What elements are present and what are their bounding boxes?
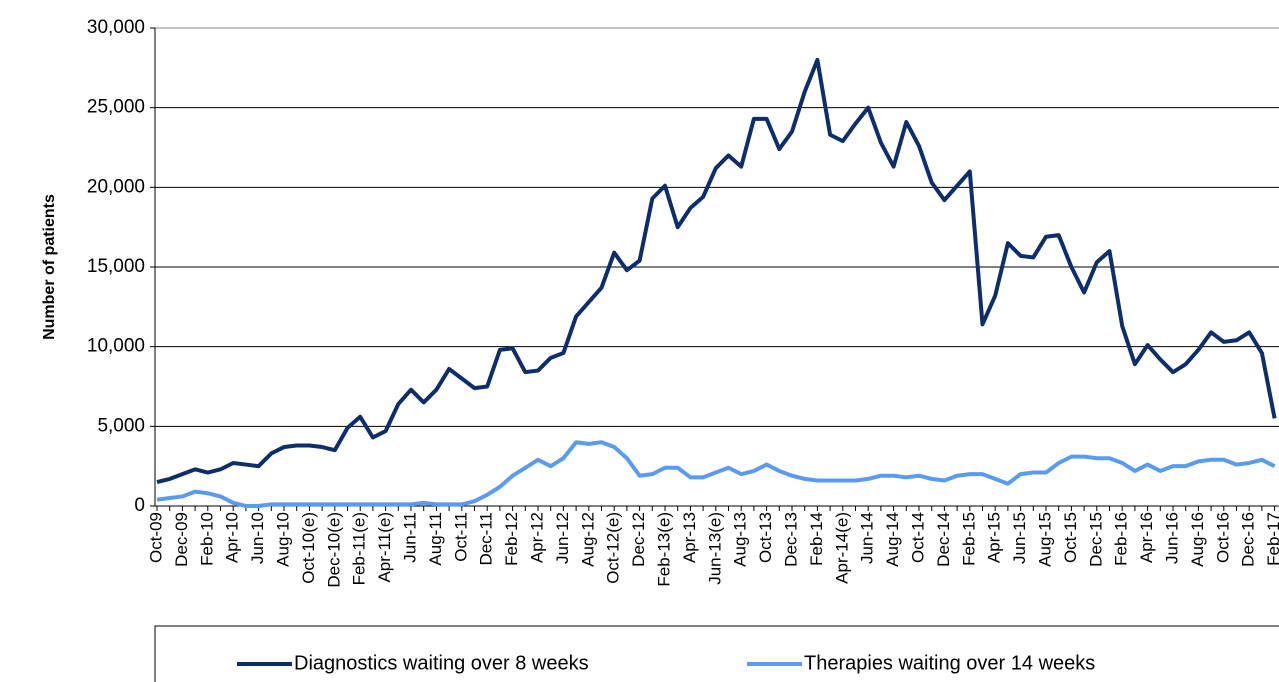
- x-tick-label: Dec-09: [172, 512, 191, 567]
- legend-box: [154, 625, 1279, 682]
- x-tick-label: Jun-12: [553, 512, 572, 564]
- y-tick-label: 0: [134, 495, 145, 516]
- x-tick-label: Aug-11: [426, 512, 445, 566]
- x-tick-label: Oct-10(e): [299, 512, 318, 584]
- y-tick-label: 5,000: [97, 415, 145, 436]
- x-tick-label: Aug-16: [1188, 512, 1207, 567]
- x-tick-label: Oct-13: [756, 512, 775, 563]
- x-tick-label: Feb-10: [197, 512, 216, 566]
- x-tick-label: Jun-15: [1010, 512, 1029, 564]
- x-tick-label: Dec-16: [1239, 512, 1258, 567]
- legend-label: Therapies waiting over 14 weeks: [804, 652, 1095, 674]
- x-tick-label: Feb-15: [959, 512, 978, 566]
- x-tick-label: Aug-13: [731, 512, 750, 567]
- x-tick-label: Apr-14(e): [832, 512, 851, 584]
- y-tick-label: 20,000: [87, 176, 145, 197]
- x-tick-label: Feb-16: [1112, 512, 1131, 566]
- series-line: [156, 57, 1277, 485]
- x-tick-label: Oct-16: [1213, 512, 1232, 563]
- x-tick-label: Apr-12: [527, 512, 546, 563]
- x-tick-label: Aug-15: [1035, 512, 1054, 567]
- y-tick-label: 25,000: [87, 97, 145, 118]
- x-tick-label: Dec-15: [1086, 512, 1105, 567]
- x-tick-label: Apr-11(e): [375, 512, 394, 583]
- x-tick-label: Jun-11: [400, 512, 419, 563]
- x-tick-label: Oct-15: [1061, 512, 1080, 563]
- x-tick-label: Apr-13: [680, 512, 699, 563]
- y-tick-label: 15,000: [87, 256, 145, 277]
- x-tick-label: Dec-12: [629, 512, 648, 567]
- x-tick-label: Aug-10: [273, 512, 292, 567]
- x-tick-label: Oct-09: [146, 512, 165, 563]
- x-tick-label: Feb-11(e): [350, 512, 369, 585]
- x-tick-label: Feb-13(e): [654, 512, 673, 587]
- legend-label: Diagnostics waiting over 8 weeks: [294, 652, 589, 674]
- x-tick-label: Oct-14: [908, 512, 927, 563]
- x-tick-label: Apr-16: [1137, 512, 1156, 563]
- series-line: [156, 440, 1276, 508]
- x-tick-label: Jun-16: [1162, 512, 1181, 564]
- x-tick-label: Aug-12: [578, 512, 597, 567]
- x-tick-label: Apr-15: [985, 512, 1004, 563]
- x-tick-label: Jun-13(e): [705, 512, 724, 585]
- x-tick-label: Apr-10: [223, 512, 242, 563]
- y-tick-label: 30,000: [87, 17, 145, 38]
- y-tick-label: 10,000: [87, 336, 145, 357]
- x-tick-label: Jun-14: [858, 512, 877, 564]
- x-tick-label: Feb-12: [502, 512, 521, 566]
- x-tick-label: Feb-17: [1264, 512, 1279, 566]
- x-tick-label: Dec-13: [781, 512, 800, 567]
- x-tick-label: Jun-10: [248, 512, 267, 564]
- y-axis-label: Number of patients: [41, 194, 58, 340]
- x-tick-label: Dec-14: [934, 512, 953, 567]
- x-tick-label: Feb-14: [807, 512, 826, 566]
- x-tick-label: Dec-10(e): [324, 512, 343, 588]
- x-tick-label: Oct-12(e): [604, 512, 623, 584]
- x-tick-label: Dec-11: [477, 512, 496, 566]
- x-tick-label: Oct-11: [451, 512, 470, 562]
- x-tick-label: Aug-14: [883, 512, 902, 567]
